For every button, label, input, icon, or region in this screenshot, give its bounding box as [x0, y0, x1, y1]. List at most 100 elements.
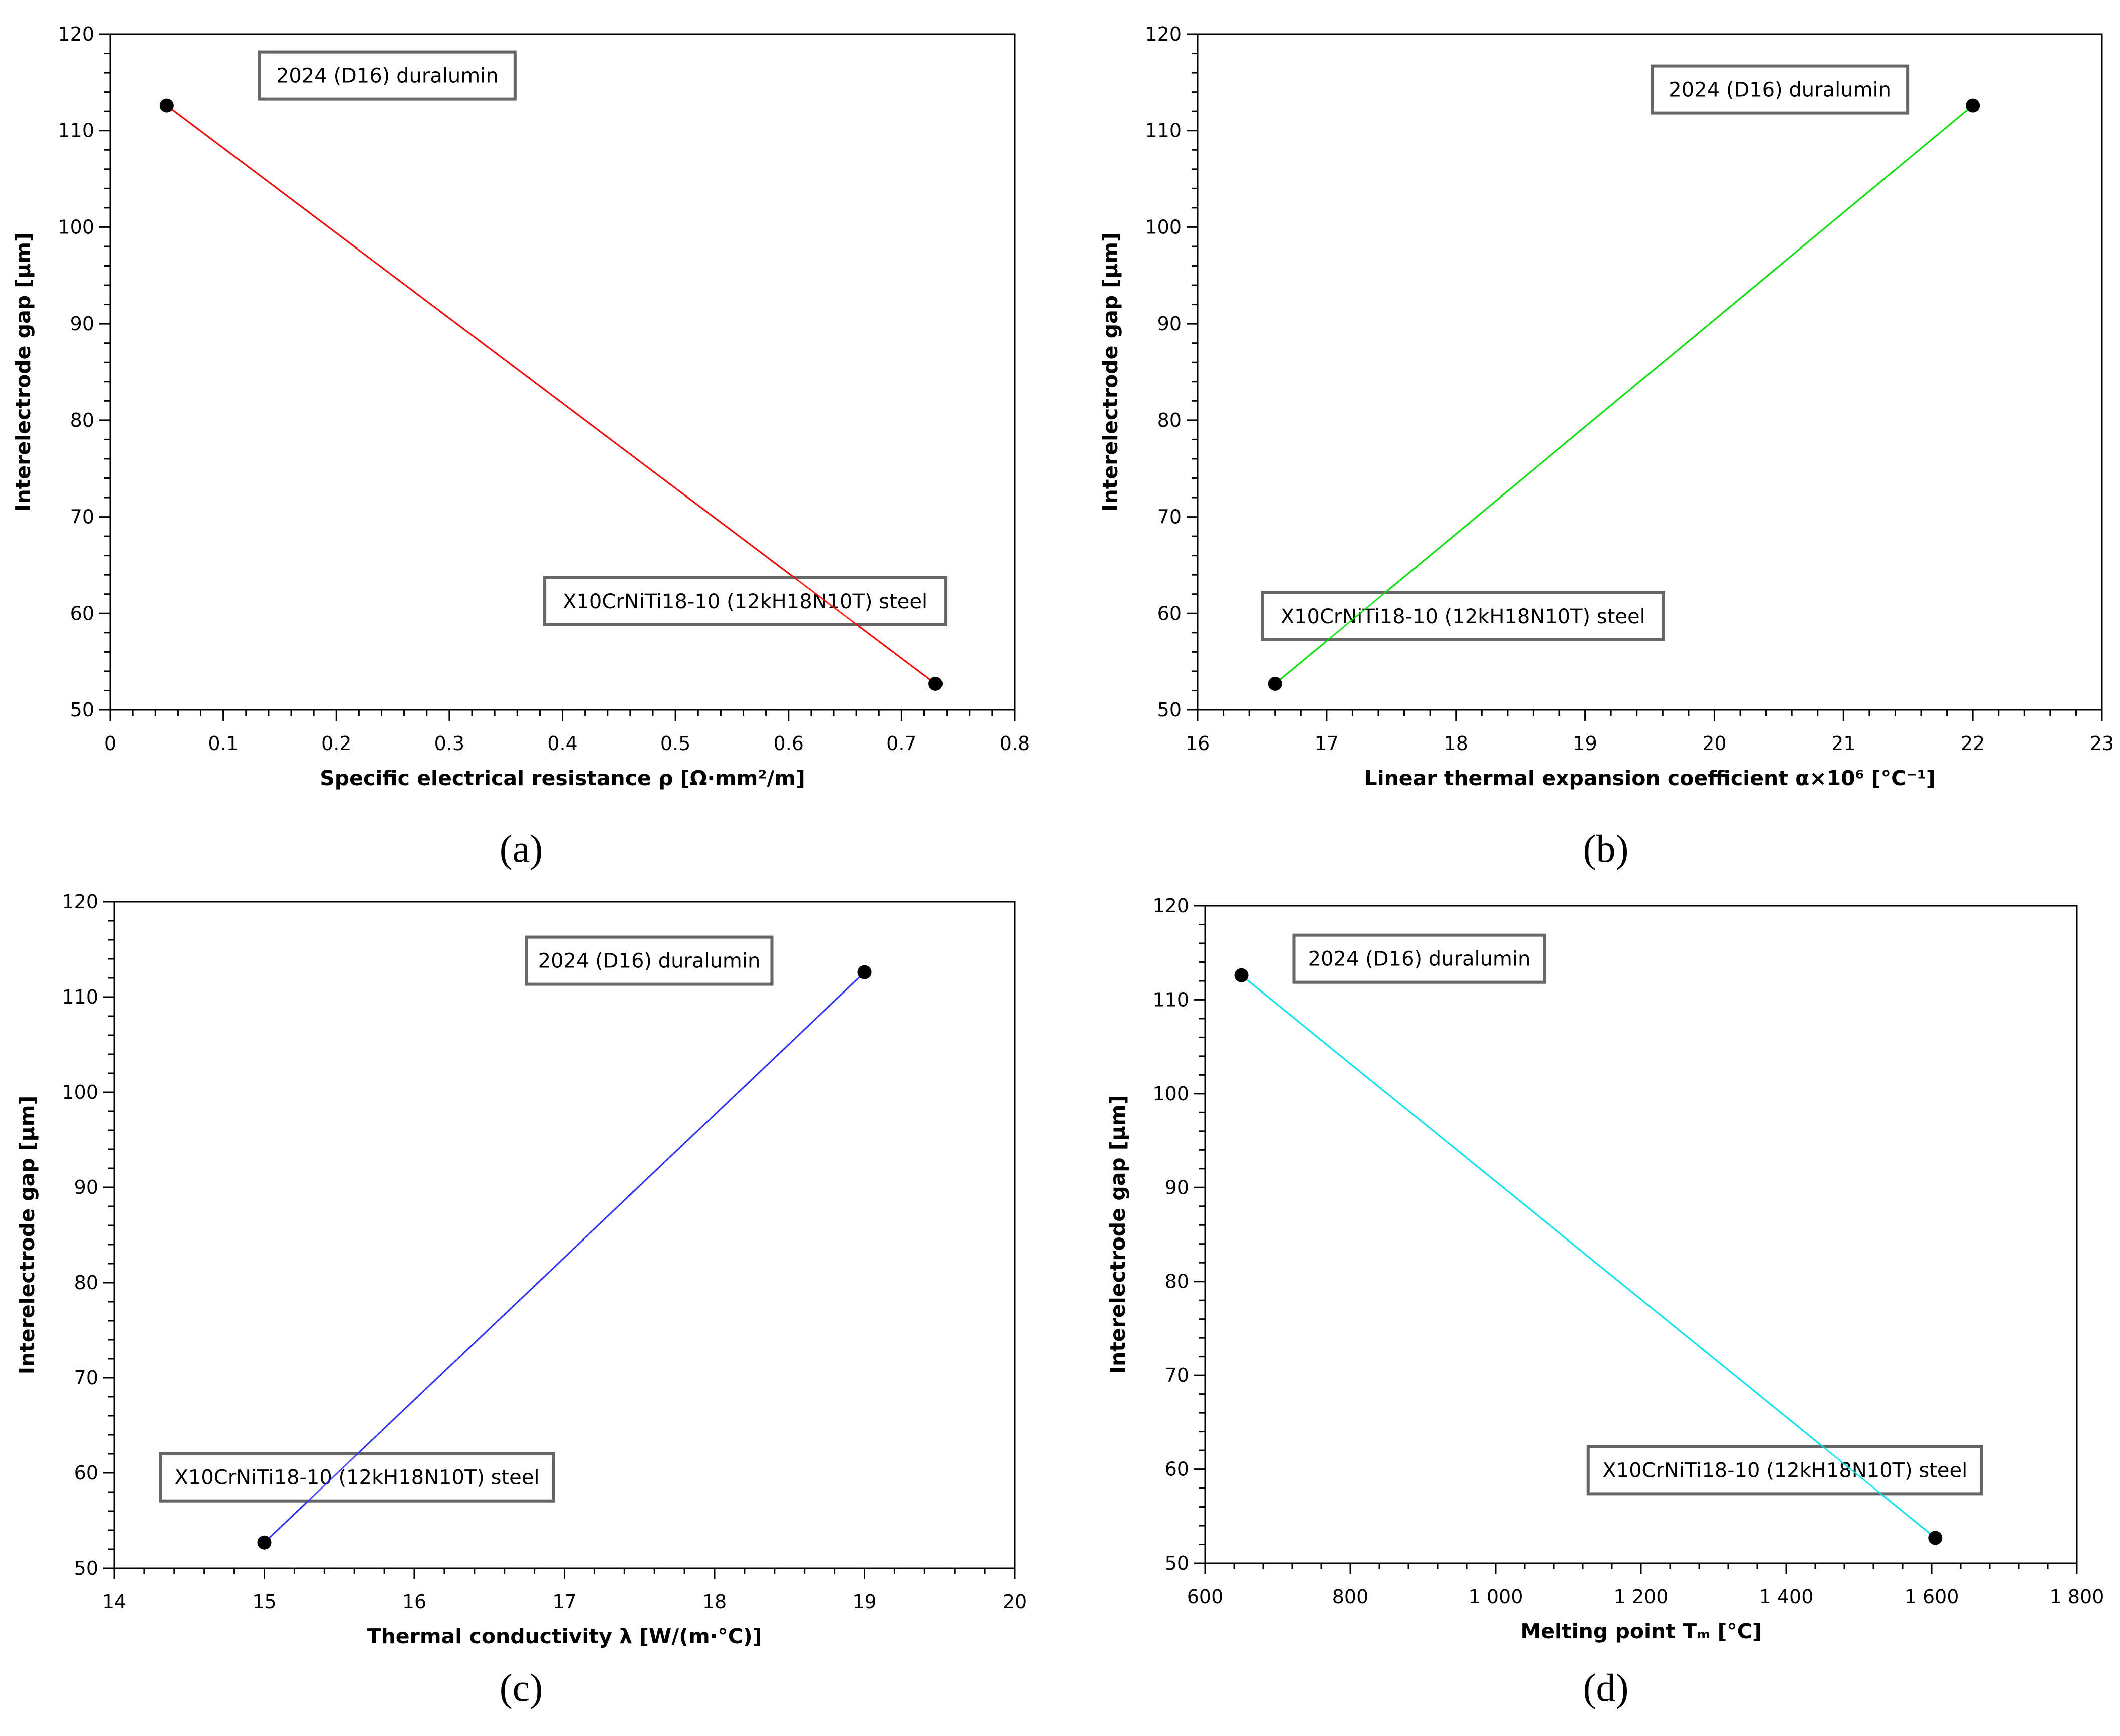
x-tick-label: 800: [1332, 1586, 1369, 1608]
annotation-label: 2024 (D16) duralumin: [1669, 79, 1891, 102]
y-tick-label: 90: [74, 1176, 98, 1198]
x-tick-label: 0.5: [660, 732, 690, 755]
y-tick-label: 110: [62, 986, 98, 1008]
x-tick-label: 20: [1003, 1591, 1027, 1613]
x-tick-label: 21: [1831, 732, 1855, 755]
y-tick-label: 100: [62, 1081, 98, 1103]
x-tick-label: 1 800: [2050, 1586, 2104, 1608]
y-tick-label: 80: [74, 1272, 98, 1294]
x-axis-title: Thermal conductivity λ [W/(m·°C)]: [367, 1624, 762, 1648]
annotation-box: [1261, 591, 1665, 641]
data-point: [1966, 98, 1980, 113]
panel-label: (c): [500, 1666, 543, 1709]
x-axis-title: Specific electrical resistance ρ [Ω·mm²/…: [320, 766, 805, 790]
x-tick-label: 18: [1444, 732, 1468, 755]
data-point: [257, 1535, 272, 1550]
y-tick-label: 50: [1157, 699, 1182, 721]
series-line-overlay: [166, 105, 936, 685]
data-annotation: 2024 (D16) duralumin: [1651, 64, 1910, 115]
x-tick-label: 0.2: [321, 732, 351, 755]
x-tick-label: 19: [852, 1591, 876, 1613]
data-annotation: X10CrNiTi18-10 (12kH18N10T) steel: [1261, 591, 1665, 641]
panel-label: (b): [1583, 827, 1629, 870]
y-tick-label: 110: [1152, 988, 1189, 1011]
y-tick-label: 120: [58, 23, 94, 45]
x-tick-label: 17: [552, 1591, 576, 1613]
annotation-label: X10CrNiTi18-10 (12kH18N10T) steel: [1602, 1459, 1967, 1482]
x-tick-label: 0.7: [886, 732, 916, 755]
x-tick-label: 1 400: [1759, 1586, 1814, 1608]
annotation-label: 2024 (D16) duralumin: [1308, 948, 1531, 971]
data-annotation: 2024 (D16) duralumin: [1292, 933, 1546, 984]
panel-label: (a): [500, 827, 543, 870]
y-tick-label: 100: [1152, 1083, 1189, 1105]
annotation-label: X10CrNiTi18-10 (12kH18N10T) steel: [563, 590, 927, 613]
data-point: [857, 965, 872, 979]
data-point: [1928, 1531, 1943, 1545]
annotation-box: [1586, 1445, 1983, 1496]
y-tick-label: 70: [1165, 1364, 1189, 1386]
y-tick-label: 100: [58, 216, 94, 238]
y-axis-title: Interelectrode gap [μm]: [1106, 1095, 1130, 1374]
y-tick-label: 60: [1157, 602, 1182, 624]
chart-panel-b: 50 60 70 80 90 100 110 120 16 17 18 19 20 21 22 23 Linea…: [1098, 23, 2114, 870]
y-tick-label: 90: [70, 313, 94, 335]
x-tick-label: 19: [1573, 732, 1597, 755]
data-point: [1234, 968, 1249, 982]
y-axis-title: Interelectrode gap [μm]: [15, 1096, 39, 1374]
y-tick-label: 110: [1145, 120, 1182, 142]
annotation-label: X10CrNiTi18-10 (12kH18N10T) steel: [174, 1466, 539, 1490]
data-annotation: X10CrNiTi18-10 (12kH18N10T) steel: [543, 576, 948, 626]
data-annotation: X10CrNiTi18-10 (12kH18N10T) steel: [1586, 1445, 1983, 1496]
y-tick-label: 110: [58, 120, 94, 142]
y-tick-label: 70: [1157, 506, 1182, 528]
series-line-overlay: [1241, 974, 1936, 1539]
y-tick-label: 50: [70, 699, 94, 721]
plot-area: [1197, 33, 2103, 711]
x-tick-label: 0.6: [774, 732, 804, 755]
x-tick-label: 1 200: [1614, 1586, 1669, 1608]
data-point: [1268, 676, 1282, 691]
x-tick-label: 600: [1187, 1586, 1224, 1608]
x-axis-title: Linear thermal expansion coefficient α×1…: [1364, 766, 1935, 790]
data-point: [928, 676, 943, 691]
x-axis-title: Melting point Tₘ [°C]: [1520, 1619, 1761, 1643]
y-axis-title: Interelectrode gap [μm]: [1098, 232, 1122, 511]
y-tick-label: 70: [74, 1367, 98, 1389]
series-line-overlay: [1274, 105, 1974, 685]
x-tick-label: 14: [102, 1591, 126, 1613]
y-tick-label: 80: [1165, 1271, 1189, 1293]
y-tick-label: 120: [62, 891, 98, 913]
data-annotation: X10CrNiTi18-10 (12kH18N10T) steel: [159, 1452, 555, 1503]
x-tick-label: 1 600: [1905, 1586, 1959, 1608]
x-tick-label: 0.8: [1000, 732, 1030, 755]
data-annotation: 2024 (D16) duralumin: [525, 935, 774, 986]
y-tick-label: 120: [1152, 895, 1189, 917]
x-tick-label: 0.4: [547, 732, 577, 755]
x-tick-label: 18: [702, 1591, 727, 1613]
panel-label: (d): [1583, 1666, 1629, 1709]
x-tick-label: 16: [1186, 732, 1210, 755]
data-point: [159, 98, 174, 113]
x-tick-label: 0: [104, 732, 116, 755]
y-tick-label: 60: [1165, 1458, 1189, 1480]
data-annotation: 2024 (D16) duralumin: [258, 50, 517, 101]
x-tick-label: 15: [252, 1591, 276, 1613]
y-tick-label: 100: [1145, 216, 1182, 238]
x-tick-label: 0.1: [208, 732, 238, 755]
y-tick-label: 90: [1165, 1176, 1189, 1198]
x-tick-label: 23: [2090, 732, 2114, 755]
annotation-box: [258, 50, 517, 101]
y-tick-label: 60: [74, 1462, 98, 1484]
y-tick-label: 90: [1157, 313, 1182, 335]
y-tick-label: 70: [70, 506, 94, 528]
y-tick-label: 80: [1157, 409, 1182, 431]
chart-panel-c: 50 60 70 80 90 100 110 120 14 15 16 17 18 19 20 Thermal…: [15, 891, 1027, 1709]
x-tick-label: 1 000: [1469, 1586, 1523, 1608]
series-line-overlay: [264, 971, 865, 1543]
y-tick-label: 120: [1145, 23, 1182, 45]
annotation-box: [543, 576, 948, 626]
chart-panel-d: 50 60 70 80 90 100 110 120 600 800 1 000 1 200 1 400…: [1106, 895, 2104, 1709]
y-tick-label: 60: [70, 602, 94, 624]
annotation-label: X10CrNiTi18-10 (12kH18N10T) steel: [1281, 605, 1645, 628]
